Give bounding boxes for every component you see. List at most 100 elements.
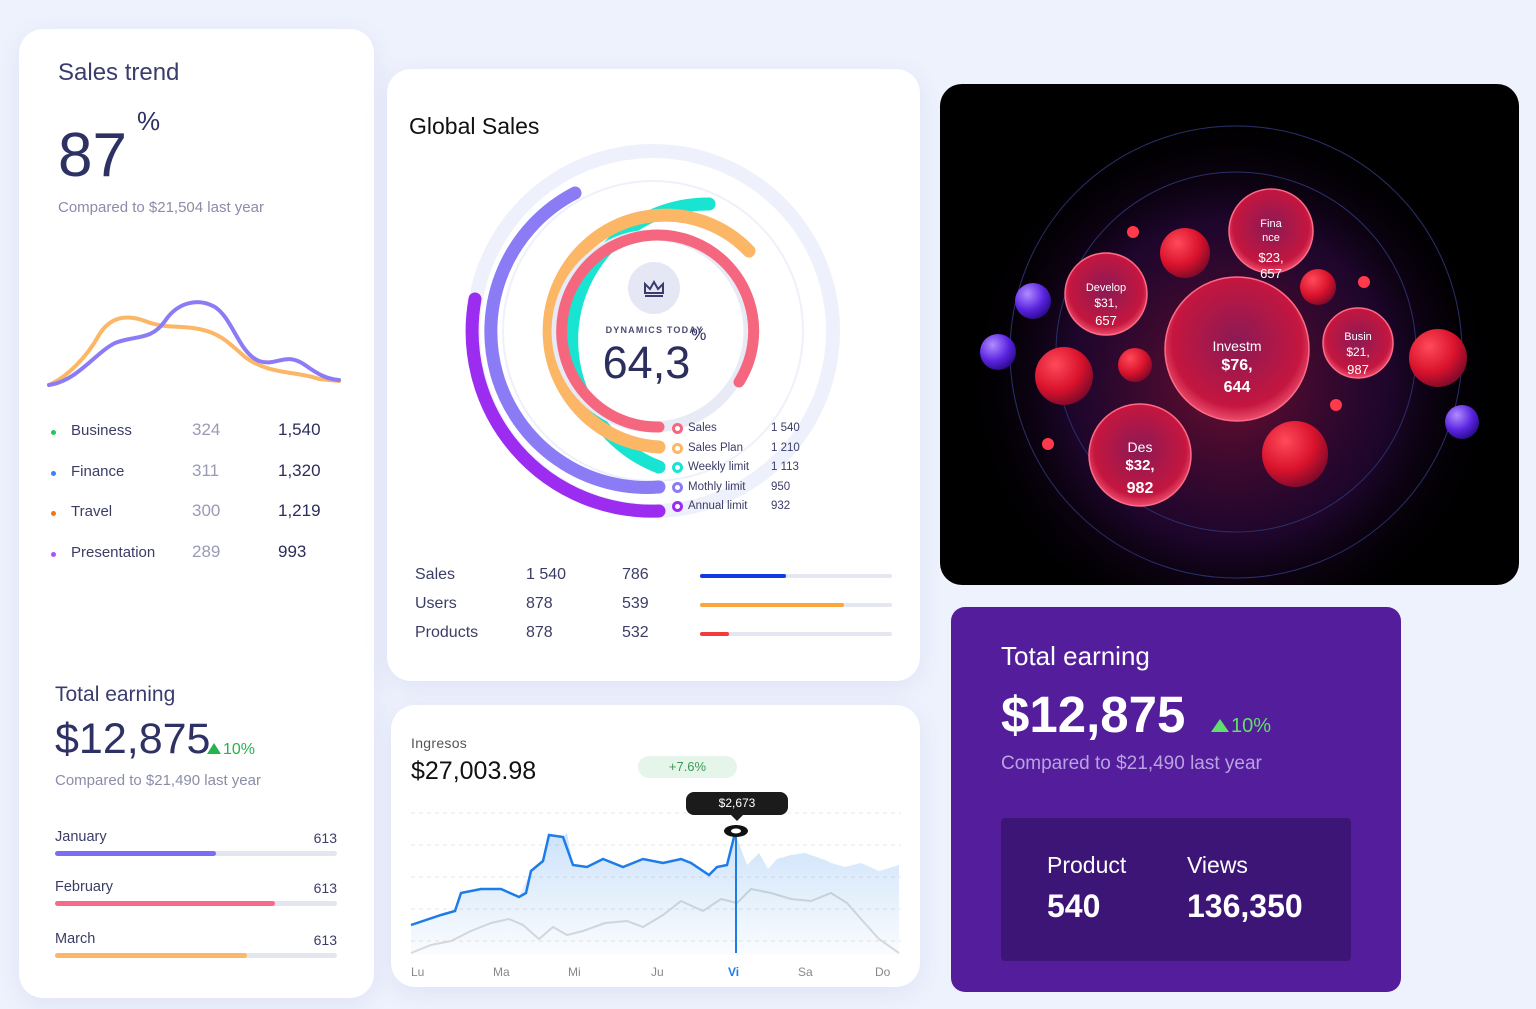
legend-value: 1 210 [771, 441, 800, 454]
global-sales-legend: Sales 1 540 Sales Plan 1 210 Weekly limit 1… [672, 420, 832, 518]
global-sales-radial-chart [465, 144, 840, 518]
product-label: Product [1047, 852, 1127, 878]
percent-sign: % [136, 106, 161, 137]
legend-value-1: 324 [192, 420, 221, 439]
total-earning-purple-card: Total earning $12,875 10% Compared to $2… [951, 607, 1401, 992]
percent-sign: % [691, 325, 707, 344]
row-value-a: 878 [526, 624, 553, 641]
legend-name: Business [71, 422, 132, 439]
change-value: 10% [223, 741, 256, 758]
label-line: $31, [1094, 295, 1118, 310]
day-label[interactable]: Sa [798, 965, 813, 979]
label-line: Des [1127, 439, 1153, 455]
legend-value: 932 [771, 500, 791, 512]
sales-trend-percent: 87% [58, 108, 160, 187]
dynamics-label: DYNAMICS TODAY [605, 325, 704, 335]
change-value: 10% [1231, 715, 1272, 737]
legend-row-sales: Sales 1 540 [672, 420, 832, 440]
ring-monthly [484, 186, 666, 494]
day-label[interactable]: Ju [651, 965, 664, 979]
tooltip: $2,673 [686, 792, 788, 821]
views-value: 136,350 [1187, 888, 1303, 924]
bubble-finance [1228, 188, 1314, 274]
global-sales-table: Sales 1 540 786 Users 878 539 Products 878 532 [415, 564, 895, 651]
ingresos-title: Ingresos [411, 735, 468, 751]
bubble-label-business: Busin $21, 987 [1328, 331, 1388, 378]
row-name: Users [415, 595, 457, 612]
progress-track [55, 953, 337, 958]
label-line: $76, [1221, 356, 1253, 374]
legend-value: 950 [771, 480, 791, 493]
month-value: 613 [313, 880, 337, 896]
legend-dot [51, 551, 56, 557]
crown-icon [628, 262, 680, 314]
month-label: January [55, 829, 107, 845]
label-line: Develop [1085, 282, 1127, 294]
progress-track [55, 901, 337, 906]
trend-line-orange [47, 315, 341, 387]
legend-value-1: 311 [192, 460, 220, 480]
ingresos-card: Ingresos $27,003.98 +7.6% $2,673 Lu Ma M… [391, 705, 920, 987]
ball-purple [1015, 283, 1051, 319]
day-label-active[interactable]: Vi [728, 965, 740, 979]
label-line: 982 [1126, 480, 1154, 498]
legend-row-travel: Travel 300 1,219 [49, 500, 349, 541]
legend-row-business: Business 324 1,540 [49, 419, 349, 460]
label-line: Fina [1260, 218, 1282, 230]
progress-fill [55, 953, 247, 958]
progress-fill [700, 603, 844, 607]
progress-track [700, 632, 892, 636]
legend-value-2: 1,320 [278, 460, 321, 480]
row-value-a: 878 [526, 595, 553, 612]
bubble-business [1322, 307, 1394, 379]
row-name: Products [415, 624, 479, 641]
total-earning-change: 10% [207, 741, 255, 759]
label-line: 644 [1223, 378, 1251, 396]
progress-fill [55, 901, 275, 906]
ball-purple [980, 334, 1016, 370]
row-value-b: 532 [622, 624, 649, 641]
sales-trend-subtitle: Compared to $21,504 last year [58, 199, 264, 216]
bubble-invest [1164, 276, 1310, 422]
label-line: 657 [1260, 265, 1282, 281]
purple-change: 10% [1211, 715, 1271, 738]
dynamics-value: 64,3% [577, 325, 732, 389]
ball [1035, 347, 1093, 405]
ball [1160, 228, 1210, 278]
progress-track [55, 851, 337, 856]
trend-line-purple [47, 300, 341, 387]
legend-dot [51, 430, 56, 435]
legend-row-sales-plan: Sales Plan 1 210 [672, 440, 832, 460]
ingresos-line [410, 832, 737, 927]
legend-value: 1 113 [771, 461, 799, 473]
month-label: March [55, 931, 96, 947]
day-label[interactable]: Do [875, 965, 891, 979]
day-label[interactable]: Ma [493, 965, 510, 979]
ingresos-line-chart[interactable] [391, 705, 920, 987]
label-line: 657 [1095, 312, 1117, 328]
legend-ring-icon [672, 423, 683, 434]
bubble-chart [960, 84, 1500, 585]
global-sales-title: Global Sales [409, 113, 540, 139]
table-row: Users 878 539 [415, 593, 895, 622]
row-value-b: 539 [622, 595, 649, 612]
purple-title: Total earning [1001, 641, 1150, 671]
label-line: $21, [1346, 344, 1370, 359]
label-line: Busin [1344, 331, 1372, 343]
row-value-a: 1 540 [526, 566, 567, 583]
bubble-design [1088, 403, 1192, 507]
global-sales-card: Global Sales DYNAMICS TODAY 64,3% Sales 1… [387, 69, 920, 681]
bubble-label-develop: Develop $31, 657 [1071, 282, 1141, 329]
ingresos-area [411, 833, 899, 955]
ingresos-value: $27,003.98 [411, 757, 537, 785]
legend-value-1: 289 [192, 541, 221, 561]
day-label[interactable]: Mi [568, 965, 581, 979]
legend-name: Travel [71, 503, 113, 520]
progress-fill [700, 632, 729, 636]
bubble-chart-card: Fina nce $23, 657 Develop $31, 657 Inves… [940, 84, 1519, 585]
legend-name: Presentation [71, 543, 156, 561]
label-line: $23, [1258, 249, 1284, 265]
ingresos-change-badge: +7.6% [638, 756, 737, 778]
day-label[interactable]: Lu [411, 965, 425, 979]
ring-sales [556, 229, 760, 433]
